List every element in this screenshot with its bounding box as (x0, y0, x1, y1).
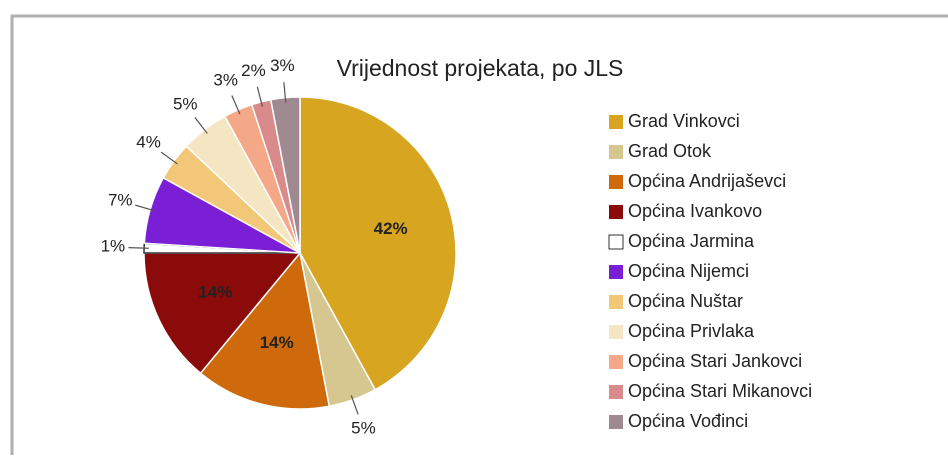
data-label: 14% (260, 333, 294, 352)
legend-swatch (609, 145, 623, 159)
leader-line (160, 151, 178, 165)
legend-label: Općina Jarmina (628, 231, 755, 251)
legend-label: Općina Privlaka (628, 321, 755, 341)
legend-swatch (609, 415, 623, 429)
legend-label: Općina Andrijaševci (628, 171, 786, 191)
legend-swatch (609, 325, 623, 339)
legend-label: Općina Ivankovo (628, 201, 762, 221)
legend-label: Općina Vođinci (628, 411, 748, 431)
frame (10, 14, 948, 455)
leader-line (283, 82, 287, 103)
legend-swatch (609, 265, 623, 279)
pie-slice (143, 252, 302, 375)
legend-label: Grad Otok (628, 141, 712, 161)
legend-swatch (609, 385, 623, 399)
pie-slice (199, 251, 331, 410)
legend-label: Općina Stari Jankovci (628, 351, 802, 371)
legend-label: Grad Vinkovci (628, 111, 740, 131)
legend-swatch (609, 205, 623, 219)
legend-swatch (609, 355, 623, 369)
data-label: 42% (374, 219, 408, 238)
leader-line (350, 395, 359, 415)
legend-swatch (608, 234, 624, 250)
data-label: 4% (136, 132, 161, 151)
leader-line (128, 247, 149, 249)
pie-slice (299, 96, 457, 391)
legend-swatch (609, 295, 623, 309)
data-label: 2% (241, 61, 266, 80)
legend-label: Općina Nuštar (628, 291, 743, 311)
data-label: 3% (270, 56, 295, 75)
data-label: 1% (101, 237, 126, 256)
legend-swatch (609, 115, 623, 129)
leader-line (194, 117, 208, 134)
data-label: 5% (173, 95, 198, 114)
data-label: 7% (108, 190, 133, 209)
data-label: 5% (351, 419, 376, 438)
leader-line (135, 204, 155, 212)
data-label: 14% (198, 282, 232, 301)
legend-label: Općina Stari Mikanovci (628, 381, 812, 401)
legend-swatch (609, 175, 623, 189)
leader-line (231, 95, 241, 115)
leader-line (256, 86, 263, 107)
chart-title: Vrijednost projekata, po JLS (337, 55, 624, 81)
data-label: 3% (213, 71, 238, 90)
legend-label: Općina Nijemci (628, 261, 749, 281)
